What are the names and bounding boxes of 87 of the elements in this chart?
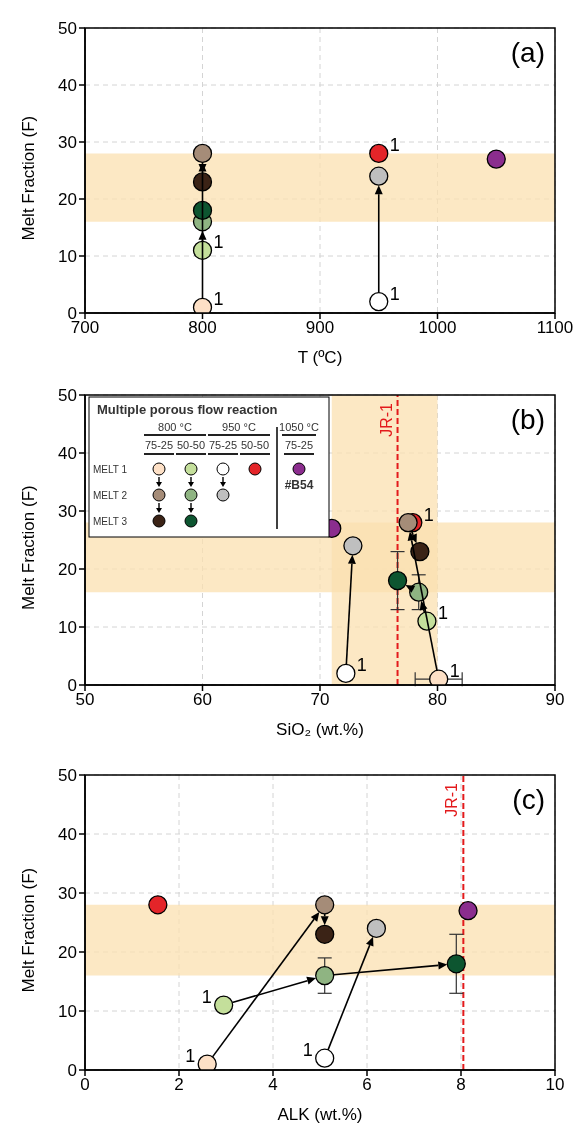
legend-title: Multiple porous flow reaction: [97, 402, 278, 417]
point: [315, 924, 335, 944]
annotation: 1: [356, 655, 367, 676]
x-tick-label: 2: [174, 1075, 184, 1095]
legend-label: #B54: [284, 478, 314, 492]
point: [192, 240, 213, 260]
x-tick-label: 1000: [418, 318, 457, 338]
point: [315, 895, 335, 915]
y-axis-title: Melt Fraction (F): [19, 867, 39, 993]
annotation: (c): [512, 784, 545, 815]
point: [214, 995, 234, 1015]
point: [458, 901, 478, 921]
y-tick-label: 30: [58, 884, 77, 904]
point: [410, 541, 430, 562]
point: [369, 166, 389, 186]
annotation: MELT 3: [93, 516, 128, 527]
point: [446, 954, 466, 974]
y-tick-label: 30: [58, 502, 77, 522]
y-tick-label: 50: [58, 19, 77, 39]
y-tick-label: 10: [58, 1002, 77, 1022]
point: [398, 512, 418, 533]
x-axis-title: T (ºC): [297, 348, 343, 367]
annotation: 1: [213, 289, 224, 310]
annotation: 1: [389, 135, 400, 156]
y-tick-label: 10: [58, 247, 77, 267]
point: [387, 570, 408, 591]
y-tick-label: 20: [58, 560, 77, 580]
ref-line-label: JR-1: [377, 402, 395, 437]
x-tick-label: 0: [80, 1075, 90, 1095]
annotation: 950 °C: [222, 421, 256, 433]
annotation: 75-25: [284, 439, 314, 451]
point: [366, 918, 387, 939]
x-axis-title: ALK (wt.%): [277, 1105, 363, 1124]
point: [192, 200, 213, 221]
x-tick-label: 6: [362, 1075, 372, 1095]
y-tick-label: 40: [58, 825, 77, 845]
point: [343, 536, 363, 556]
x-tick-label: 700: [70, 318, 100, 338]
x-tick-label: 8: [456, 1075, 466, 1095]
annotation: 50-50: [176, 439, 206, 451]
point: [315, 965, 335, 986]
point: [192, 143, 213, 164]
x-tick-label: 90: [545, 690, 565, 710]
annotation: 1: [437, 603, 448, 624]
annotation: 1050 °C: [279, 421, 319, 433]
y-tick-label: 50: [58, 766, 77, 786]
annotation: 1: [185, 1046, 196, 1067]
annotation: 1: [302, 1040, 313, 1061]
y-tick-label: 10: [58, 618, 77, 638]
x-tick-label: 70: [310, 690, 330, 710]
annotation: 800 °C: [158, 421, 192, 433]
annotation: MELT 1: [93, 464, 128, 475]
annotation: 1: [449, 661, 460, 682]
annotation: 1: [389, 283, 400, 304]
ref-line-label: JR-1: [443, 782, 461, 817]
point: [486, 149, 506, 169]
annotation: MELT 2: [93, 490, 128, 501]
y-tick-label: 20: [58, 943, 77, 963]
y-tick-label: 40: [58, 444, 77, 464]
x-tick-label: 800: [188, 318, 217, 338]
annotation: (a): [510, 37, 545, 68]
annotation: (b): [510, 404, 545, 435]
y-tick-label: 0: [67, 676, 77, 696]
x-tick-label: 80: [428, 690, 447, 710]
x-tick-label: 900: [305, 318, 335, 338]
x-axis-title: SiO₂ (wt.%): [276, 720, 364, 739]
y-axis-title: Melt Fraction (F): [19, 115, 39, 241]
y-tick-label: 0: [67, 1061, 77, 1081]
y-axis-title: Melt Fraction (F): [19, 485, 39, 610]
point: [336, 663, 356, 684]
annotation: 75-25: [208, 439, 238, 451]
y-tick-label: 40: [58, 76, 77, 96]
y-tick-label: 30: [58, 133, 77, 153]
point: [192, 172, 213, 192]
x-tick-label: 10: [545, 1075, 565, 1095]
annotation: 1: [201, 987, 212, 1008]
annotation: 75-25: [144, 439, 174, 451]
x-tick-label: 60: [193, 690, 212, 710]
annotation: 50-50: [240, 439, 270, 451]
y-tick-label: 20: [58, 190, 77, 210]
y-tick-label: 50: [58, 386, 77, 406]
annotation: 1: [213, 232, 224, 253]
point: [148, 895, 168, 915]
x-tick-label: 4: [268, 1075, 278, 1095]
annotation: 1: [423, 504, 434, 525]
point: [369, 143, 389, 164]
x-tick-label: 1100: [536, 318, 574, 338]
